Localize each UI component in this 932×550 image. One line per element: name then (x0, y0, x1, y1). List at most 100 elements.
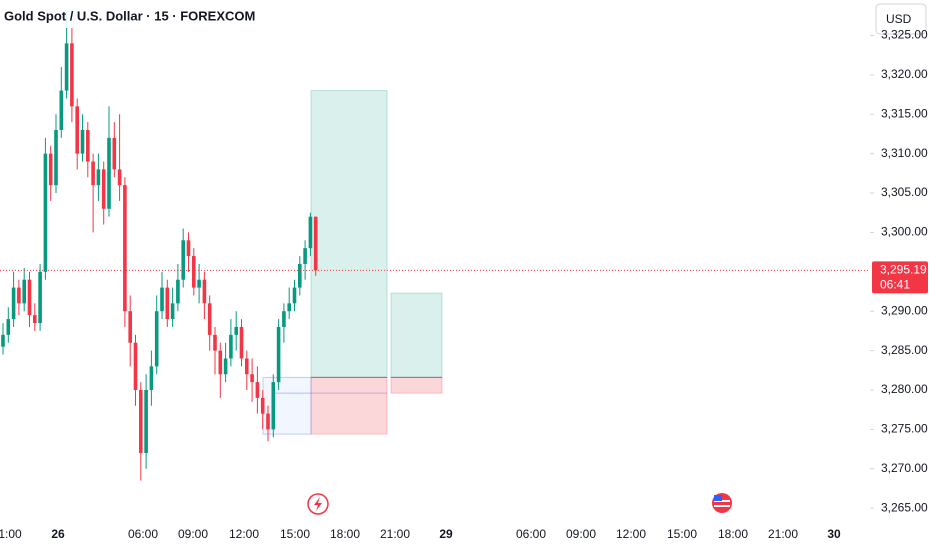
candle-body (1, 334, 5, 347)
candle-body (70, 43, 74, 107)
candle-body (149, 366, 154, 390)
candle-body (64, 43, 69, 91)
countdown-label: 06:41 (880, 277, 910, 291)
candle-body (202, 279, 207, 304)
candle-body (117, 169, 122, 186)
currency-label[interactable]: USD (886, 12, 912, 26)
x-tick-label: 06:00 (128, 527, 158, 541)
candle-body (139, 390, 143, 454)
title-bg (0, 4, 218, 28)
chart-title: Gold Spot / U.S. Dollar · 15 · FOREXCOM (4, 8, 255, 23)
candle-body (207, 303, 212, 335)
candle-body (96, 169, 101, 186)
y-tick-label: 3,275.00 (881, 422, 928, 436)
x-tick-label: 09:00 (178, 527, 208, 541)
candle-body (107, 137, 111, 209)
candle-body (266, 413, 270, 430)
x-tick-label: 18:00 (718, 527, 748, 541)
candle-body (170, 303, 175, 320)
y-tick-label: 3,325.00 (881, 28, 928, 42)
last-price-label: 3,295.19 (880, 262, 927, 276)
candle-body (133, 342, 138, 390)
x-tick-label: 1:00 (0, 527, 22, 541)
event-icon[interactable] (307, 493, 329, 515)
candle-body (223, 358, 228, 375)
candle-body (33, 315, 37, 324)
y-tick-label: 3,265.00 (881, 500, 928, 514)
us-event-icon[interactable] (712, 493, 732, 513)
y-tick-label: 3,320.00 (881, 67, 928, 81)
candle-body (101, 169, 106, 209)
candle-body (245, 358, 249, 375)
candle-body (59, 90, 64, 130)
candle-body (48, 153, 53, 186)
candle-body (255, 382, 260, 398)
candle-body (54, 130, 58, 186)
candle-body (271, 382, 276, 430)
candle-body (260, 397, 265, 414)
x-tick-label: 30 (827, 527, 841, 541)
candle-body (276, 326, 281, 383)
y-tick-label: 3,305.00 (881, 185, 928, 199)
y-tick-label: 3,270.00 (881, 461, 928, 475)
candle-body (234, 326, 238, 335)
candle-body (192, 256, 196, 288)
candle-body (239, 326, 244, 359)
candle-body (17, 287, 21, 304)
candle-body (308, 216, 313, 249)
candle-body (6, 319, 11, 335)
candle-body (22, 279, 26, 304)
y-tick-label: 3,300.00 (881, 225, 928, 239)
last-price-tag (872, 261, 928, 294)
profit-zone (310, 90, 388, 378)
candle-body (287, 303, 291, 312)
candle-body (154, 311, 159, 367)
candle-body (213, 334, 217, 351)
candle-body (144, 390, 148, 454)
x-tick-label: 15:00 (667, 527, 697, 541)
candle-body (128, 311, 132, 343)
candle-body (86, 130, 90, 162)
candle-body (91, 161, 95, 186)
x-tick-label: 12:00 (229, 527, 259, 541)
candle-body (176, 279, 180, 304)
currency-button[interactable] (875, 3, 927, 35)
plot (1, 11, 443, 481)
y-tick-label: 3,315.00 (881, 106, 928, 120)
candle-body (298, 263, 302, 288)
x-tick-label: 15:00 (280, 527, 310, 541)
candle-body (229, 334, 233, 359)
candle-body (38, 271, 42, 324)
candle-body (43, 153, 48, 272)
candle-body (165, 287, 170, 320)
candle-body (303, 248, 307, 264)
candle-body (313, 216, 318, 271)
candle-body (186, 240, 191, 257)
x-tick-label: 26 (51, 527, 65, 541)
y-tick-label: 3,280.00 (881, 382, 928, 396)
x-tick-label: 21:00 (380, 527, 410, 541)
candle-body (160, 287, 164, 312)
candle-body (123, 185, 127, 312)
candle-body (112, 137, 117, 170)
candle-body (80, 130, 85, 154)
x-tick-label: 12:00 (616, 527, 646, 541)
x-tick-label: 09:00 (566, 527, 596, 541)
candle-body (292, 287, 297, 304)
candle-body (282, 311, 286, 327)
x-tick-label: 18:00 (330, 527, 360, 541)
candle-body (75, 106, 79, 154)
x-tick-label: 21:00 (768, 527, 798, 541)
candle-body (218, 350, 223, 375)
candle-body (197, 279, 201, 288)
y-tick-label: 3,290.00 (881, 303, 928, 317)
x-tick-label: 29 (439, 527, 453, 541)
loss-zone (390, 376, 443, 394)
y-tick-label: 3,285.00 (881, 343, 928, 357)
profit-zone (390, 292, 443, 378)
candle-body (181, 240, 185, 280)
zone (262, 376, 312, 435)
x-tick-label: 06:00 (516, 527, 546, 541)
